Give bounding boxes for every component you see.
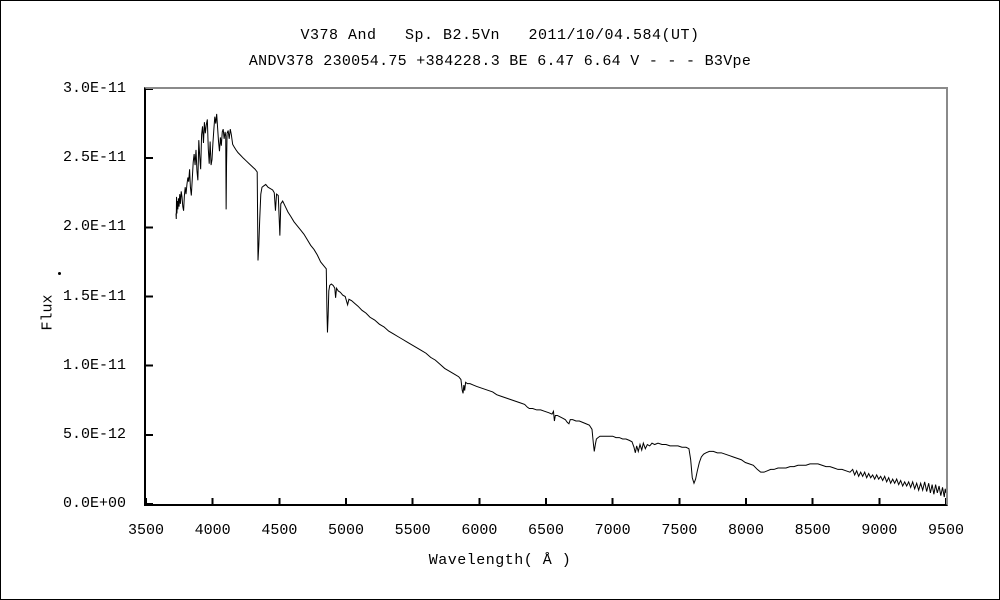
- y-tick-label: 5.0E-12: [62, 425, 126, 443]
- plot-frame: [144, 87, 948, 506]
- spectrum-svg: [146, 89, 946, 504]
- stray-dot: [58, 272, 61, 275]
- chart-subtitle: ANDV378 230054.75 +384228.3 BE 6.47 6.64…: [248, 53, 752, 70]
- y-tick-label: 3.0E-11: [62, 80, 126, 97]
- x-tick-label: 6500: [527, 522, 564, 539]
- x-tick-label: 4500: [261, 522, 298, 539]
- x-axis-title: Wavelength( Å ): [428, 552, 572, 569]
- x-tick-label: 7500: [661, 522, 698, 539]
- x-tick-label: 6000: [461, 522, 498, 539]
- x-tick-label: 9000: [861, 522, 898, 539]
- y-tick-label: 1.5E-11: [62, 287, 126, 305]
- x-tick-label: 7000: [594, 522, 631, 539]
- x-tick-label: 3500: [127, 522, 164, 539]
- axis-ticks: [146, 89, 946, 504]
- x-tick-label: 9500: [927, 522, 964, 539]
- x-tick-label: 5000: [327, 522, 364, 539]
- y-tick-label: 0.0E+00: [62, 495, 126, 512]
- x-tick-label: 5500: [394, 522, 431, 539]
- x-tick-label: 8500: [794, 522, 831, 539]
- chart-title: V378 And Sp. B2.5Vn 2011/10/04.584(UT): [300, 27, 700, 44]
- y-tick-label: 2.0E-11: [62, 218, 126, 236]
- y-tick-label: 1.0E-11: [62, 356, 126, 374]
- y-tick-label: 2.5E-11: [62, 149, 126, 167]
- x-tick-label: 4000: [194, 522, 231, 539]
- x-tick-label: 8000: [727, 522, 764, 539]
- spectrum-line: [175, 113, 946, 498]
